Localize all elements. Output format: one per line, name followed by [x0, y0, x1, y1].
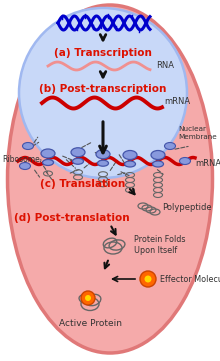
Ellipse shape: [19, 8, 187, 178]
Text: RNA: RNA: [156, 61, 174, 70]
Ellipse shape: [71, 148, 85, 157]
Ellipse shape: [20, 162, 31, 170]
Ellipse shape: [151, 151, 165, 160]
Text: Ribosome: Ribosome: [2, 155, 40, 164]
Text: mRNA: mRNA: [164, 96, 190, 105]
Text: Active Protein: Active Protein: [59, 318, 121, 327]
Ellipse shape: [22, 143, 33, 149]
Text: (c) Translation: (c) Translation: [40, 179, 126, 189]
Text: (d) Post-translation: (d) Post-translation: [14, 213, 130, 223]
Circle shape: [81, 291, 95, 305]
Ellipse shape: [97, 160, 108, 166]
Ellipse shape: [96, 150, 110, 159]
Ellipse shape: [180, 157, 191, 165]
Text: mRNA: mRNA: [195, 158, 220, 168]
Circle shape: [145, 275, 152, 283]
Text: Polypeptide: Polypeptide: [162, 203, 212, 212]
Circle shape: [85, 295, 91, 301]
Text: Protein Folds
Upon Itself: Protein Folds Upon Itself: [134, 235, 185, 255]
Ellipse shape: [7, 5, 213, 353]
Ellipse shape: [165, 143, 176, 149]
Ellipse shape: [42, 160, 53, 165]
Circle shape: [140, 271, 156, 287]
Text: Effector Molecule: Effector Molecule: [160, 274, 220, 283]
Text: Nuclear
Membrane: Nuclear Membrane: [178, 126, 217, 140]
Ellipse shape: [73, 158, 84, 164]
Ellipse shape: [123, 151, 137, 160]
Ellipse shape: [125, 161, 136, 167]
Ellipse shape: [41, 149, 55, 158]
Ellipse shape: [152, 161, 163, 167]
Text: (a) Transcription: (a) Transcription: [54, 48, 152, 58]
Text: (b) Post-transcription: (b) Post-transcription: [39, 84, 167, 94]
